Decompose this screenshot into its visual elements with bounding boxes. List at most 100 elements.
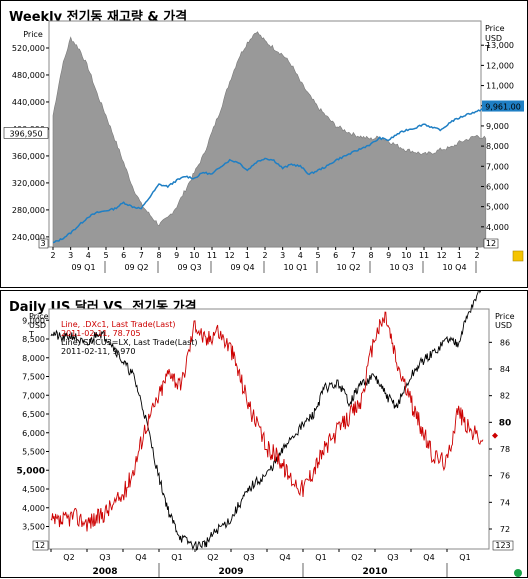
x-axis-month-label: 5	[315, 251, 320, 260]
x-axis-quarter-label: 10 Q1	[283, 263, 307, 272]
left-axis-unit: Price	[23, 30, 43, 39]
right-axis-tick-label: 4,000	[486, 223, 509, 232]
left-axis-tick-label: 8,500	[22, 335, 45, 344]
left-axis-tick-label: 7,500	[22, 373, 45, 382]
x-axis-quarter-label: Q1	[171, 553, 182, 562]
price-last-value-label: 9,961.00	[485, 103, 521, 112]
x-axis-month-label: 2	[50, 251, 55, 260]
x-axis-quarter-label: Q2	[63, 553, 74, 562]
left-axis-tick-label: 240,000	[12, 233, 45, 242]
x-axis-quarter-label: Q3	[387, 553, 398, 562]
right-corner-box	[492, 540, 514, 551]
legend-entry-value: 2011-02-11, 78.705	[61, 329, 141, 338]
x-axis-month-label: 4	[86, 251, 91, 260]
left-axis-tick-label: 4,000	[22, 504, 45, 513]
x-axis-quarter-label: Q4	[279, 553, 290, 562]
left-axis-tick-label: 9,000	[22, 316, 45, 325]
chart-settings-icon	[512, 250, 524, 262]
right-axis-unit: Price	[485, 24, 505, 33]
x-axis-month-label: 3	[280, 251, 285, 260]
right-axis-unit: USD	[495, 321, 512, 330]
stock-area-series	[52, 31, 487, 248]
x-axis-year-label: 2010	[362, 567, 387, 577]
plot-area	[48, 308, 490, 550]
stock-last-value-box	[3, 127, 49, 139]
left-axis-tick-label: 280,000	[12, 206, 45, 215]
x-axis-month-label: 11	[207, 251, 217, 260]
x-axis-month-label: 12	[437, 251, 447, 260]
x-axis-quarter-label: 10 Q2	[336, 263, 360, 272]
left-corner-label: 3	[40, 239, 45, 248]
x-axis-month-label: 9	[174, 251, 179, 260]
left-axis-tick-label: 440,000	[12, 98, 45, 107]
x-axis-quarter-label: Q1	[459, 553, 470, 562]
x-axis-month-label: 7	[139, 251, 144, 260]
right-axis-tick-label: 76	[500, 472, 510, 481]
right-axis-tick-label: 11,000	[486, 82, 514, 91]
x-axis-quarter-label: Q4	[423, 553, 434, 562]
right-axis-tick-label: 74	[500, 498, 510, 507]
left-axis-tick-label: 6,000	[22, 429, 45, 438]
right-axis-tick-label: 86	[500, 338, 510, 347]
legend-entry-value: 2011-02-11, 9,970	[61, 347, 135, 356]
right-axis-tick-label: 12,000	[486, 61, 514, 70]
left-axis-tick-label: 360,000	[12, 152, 45, 161]
x-axis-quarter-label: Q2	[207, 553, 218, 562]
x-axis-quarter-label: Q4	[135, 553, 146, 562]
price-line-series	[52, 105, 487, 244]
right-corner-label: 123	[495, 541, 510, 550]
x-axis-month-label: 12	[225, 251, 235, 260]
right-axis-tick-label: 6,000	[486, 182, 509, 191]
left-axis-tick-label: 320,000	[12, 179, 45, 188]
right-corner-label: 12	[486, 239, 496, 248]
x-axis-quarter-label: 10 Q3	[389, 263, 413, 272]
x-axis-month-label: 2	[262, 251, 267, 260]
left-axis-tick-label: 4,500	[22, 485, 45, 494]
left-corner-label: 12	[35, 541, 45, 550]
x-axis-month-label: 6	[121, 251, 126, 260]
left-axis-unit: USD	[29, 321, 46, 330]
x-axis-quarter-label: 09 Q3	[177, 263, 201, 272]
right-axis-tick-label: 8,000	[486, 142, 509, 151]
x-axis-quarter-label: 09 Q2	[124, 263, 148, 272]
stock-price-chart: 240,000280,000320,000360,000400,000440,0…	[3, 20, 524, 273]
right-axis-tick-label: 9,000	[486, 122, 509, 131]
left-axis-tick-label: 7,000	[22, 391, 45, 400]
right-axis-tick-label: 5,000	[486, 203, 509, 212]
x-axis-year-label: 2008	[92, 567, 117, 577]
left-axis-tick-label: 5,000	[17, 466, 45, 476]
x-axis-quarter-label: 09 Q1	[71, 263, 95, 272]
x-axis-month-label: 3	[68, 251, 73, 260]
right-corner-box	[483, 238, 499, 249]
stock-price-chart-panel: Weekly 전기동 재고량 & 가격 240,000 280,000 320,00…	[0, 0, 528, 288]
left-axis-tick-label: 480,000	[12, 71, 45, 80]
copper-price-series	[50, 291, 482, 551]
left-axis-tick-label: 8,000	[22, 354, 45, 363]
x-axis-quarter-label: 09 Q4	[230, 263, 254, 272]
x-axis-month-label: 10	[189, 251, 199, 260]
x-axis-month-label: 4	[298, 251, 303, 260]
status-indicator-icon	[514, 569, 522, 577]
right-axis-unit: T	[484, 44, 490, 53]
right-axis-tick-label: 80	[499, 418, 512, 428]
legend-entry: Line, .DXc1, Last Trade(Last)	[61, 320, 176, 329]
right-axis-unit: Price	[495, 312, 515, 321]
right-axis-tick-label: 7,000	[486, 162, 509, 171]
left-axis-unit: T	[28, 330, 34, 339]
right-axis-tick-label: 78	[500, 445, 510, 454]
x-axis-month-label: 11	[419, 251, 429, 260]
left-axis-tick-label: 3,500	[22, 523, 45, 532]
x-axis-month-label: 7	[351, 251, 356, 260]
right-axis-tick-label: 82	[500, 392, 510, 401]
legend-entry: Line, CMCU3=LX, Last Trade(Last)	[61, 338, 198, 347]
left-axis-unit: Price	[29, 312, 49, 321]
x-axis-month-label: 8	[156, 251, 161, 260]
dollar-last-marker	[492, 432, 498, 439]
x-axis-month-label: 1	[245, 251, 250, 260]
right-axis-tick-label: 72	[500, 525, 510, 534]
x-axis-month-label: 1	[457, 251, 462, 260]
x-axis-month-label: 8	[368, 251, 373, 260]
stock-last-value-label: 396,950	[9, 129, 42, 138]
left-corner-box	[38, 238, 49, 249]
x-axis-month-label: 2	[474, 251, 479, 260]
